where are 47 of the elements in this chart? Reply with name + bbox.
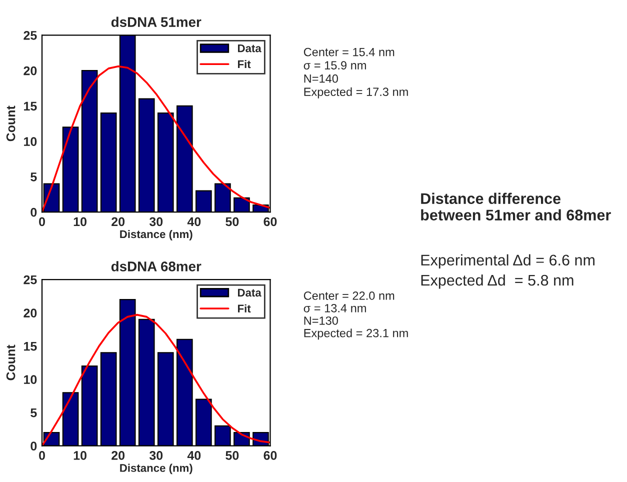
- text: σ = 15.9 nm: [304, 61, 366, 70]
- x-tick-label: 0: [39, 451, 45, 460]
- x-tick-label: 30: [149, 451, 163, 460]
- text: Center = 22.0 nm: [304, 292, 394, 300]
- chart-title: dsDNA 51mer: [111, 16, 202, 27]
- x-axis-title: Distance (nm): [120, 464, 192, 474]
- y-axis-title: Count: [6, 344, 16, 380]
- x-tick-label: 0: [39, 217, 45, 226]
- x-tick-label: 50: [226, 217, 239, 226]
- y-tick-label: 10: [24, 375, 37, 384]
- x-tick-label: 30: [149, 217, 163, 226]
- text: σ = 13.4 nm: [304, 304, 366, 312]
- x-tick-label: 20: [112, 451, 125, 460]
- y-tick-label: 5: [30, 408, 37, 418]
- y-tick-label: 5: [30, 172, 37, 182]
- y-tick-label: 20: [24, 66, 37, 76]
- x-axis-title: Distance (nm): [120, 230, 192, 240]
- text: Experimental Δd = 6.6 nm: [421, 254, 594, 269]
- text: Expected Δd = 5.8 nm: [421, 274, 574, 289]
- legend-label: Fit: [238, 60, 251, 68]
- legend-label: Fit: [238, 304, 251, 313]
- text: N=140: [304, 74, 338, 83]
- chart-title: dsDNA 68mer: [111, 261, 202, 272]
- y-axis-title: Count: [6, 106, 16, 142]
- text: Center = 15.4 nm: [304, 48, 394, 56]
- text: N=130: [304, 316, 338, 325]
- legend-label: Data: [238, 44, 262, 52]
- x-tick-label: 20: [112, 217, 125, 226]
- y-tick-label: 20: [24, 308, 37, 318]
- text: Expected = 17.3 nm: [304, 87, 408, 98]
- legend-label: Data: [238, 288, 262, 297]
- x-tick-label: 10: [74, 217, 86, 226]
- y-tick-label: 10: [24, 137, 37, 146]
- x-tick-label: 60: [264, 451, 277, 460]
- y-tick-label: 0: [30, 442, 37, 450]
- x-tick-label: 10: [74, 451, 86, 460]
- text: Distance difference between 51mer and 68mer: [421, 192, 611, 220]
- y-tick-label: 15: [24, 102, 37, 111]
- y-tick-label: 15: [24, 342, 37, 351]
- x-tick-label: 40: [187, 217, 201, 226]
- y-tick-label: 25: [24, 30, 37, 40]
- y-tick-label: 25: [24, 275, 37, 284]
- x-tick-label: 50: [226, 451, 239, 460]
- x-tick-label: 40: [187, 451, 201, 460]
- y-tick-label: 0: [30, 208, 37, 217]
- text: Expected = 23.1 nm: [304, 328, 408, 340]
- x-tick-label: 60: [264, 217, 277, 226]
